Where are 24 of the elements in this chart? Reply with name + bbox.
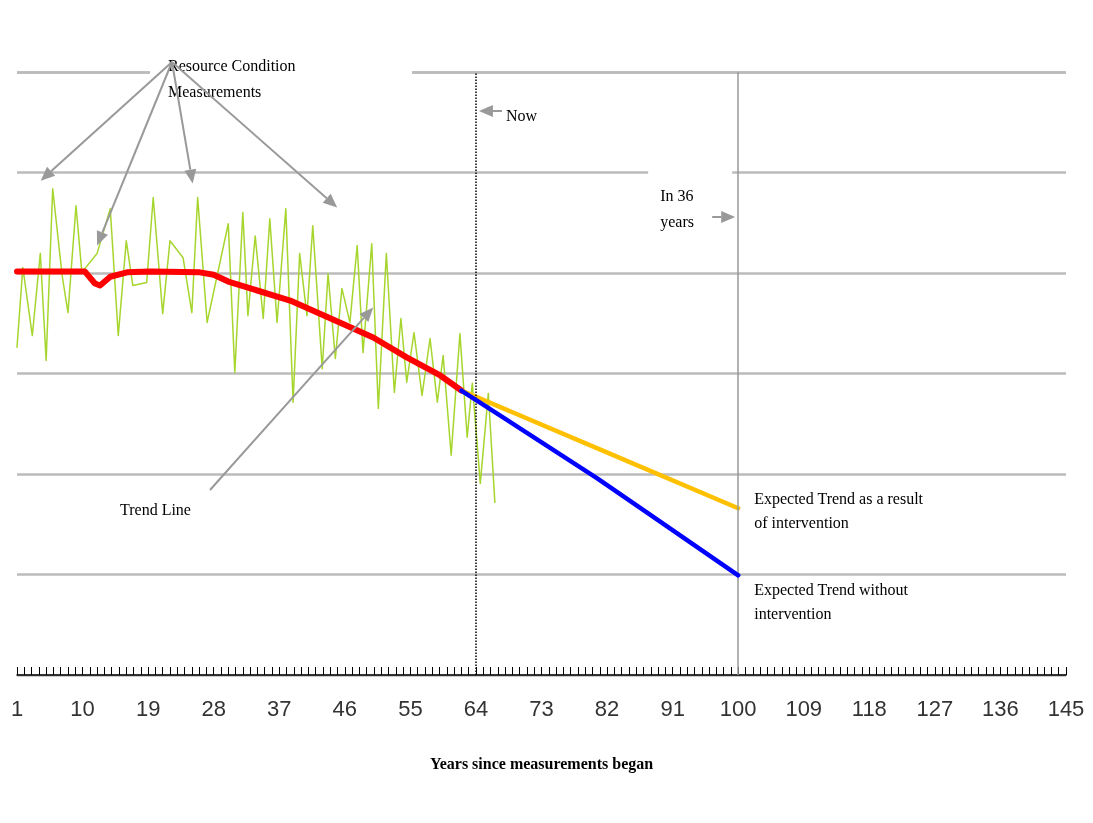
x-axis-title: Years since measurements began bbox=[429, 754, 654, 773]
x-tick-label: 82 bbox=[594, 695, 620, 721]
x-tick-label: 100 bbox=[719, 695, 757, 721]
x-tick-label: 64 bbox=[463, 695, 489, 721]
ref-line-label: Now bbox=[505, 106, 538, 124]
ref-line-label: In 36 years bbox=[660, 186, 698, 231]
x-tick-label: 73 bbox=[529, 695, 554, 721]
text: Resource Condition Measurements bbox=[168, 56, 300, 100]
x-tick-label: 10 bbox=[70, 695, 95, 721]
x-tick-label: 37 bbox=[267, 695, 292, 721]
annotation: Trend Line bbox=[120, 500, 191, 518]
x-tick-label: 145 bbox=[1047, 695, 1085, 721]
x-tick-label: 28 bbox=[201, 695, 226, 721]
series-label: Expected Trend without intervention bbox=[754, 580, 912, 622]
x-tick-label: 91 bbox=[660, 695, 685, 721]
x-tick-label: 19 bbox=[135, 695, 161, 721]
x-tick-label: 127 bbox=[916, 695, 954, 721]
x-tick-label: 1 bbox=[10, 695, 24, 721]
x-tick-label: 55 bbox=[398, 695, 423, 721]
x-tick-label: 136 bbox=[982, 695, 1019, 721]
series-label: Expected Trend as a result of intervention bbox=[754, 489, 928, 531]
x-tick-label: 109 bbox=[785, 695, 823, 721]
x-tick-label: 118 bbox=[851, 695, 887, 721]
x-tick-label: 46 bbox=[332, 695, 358, 721]
